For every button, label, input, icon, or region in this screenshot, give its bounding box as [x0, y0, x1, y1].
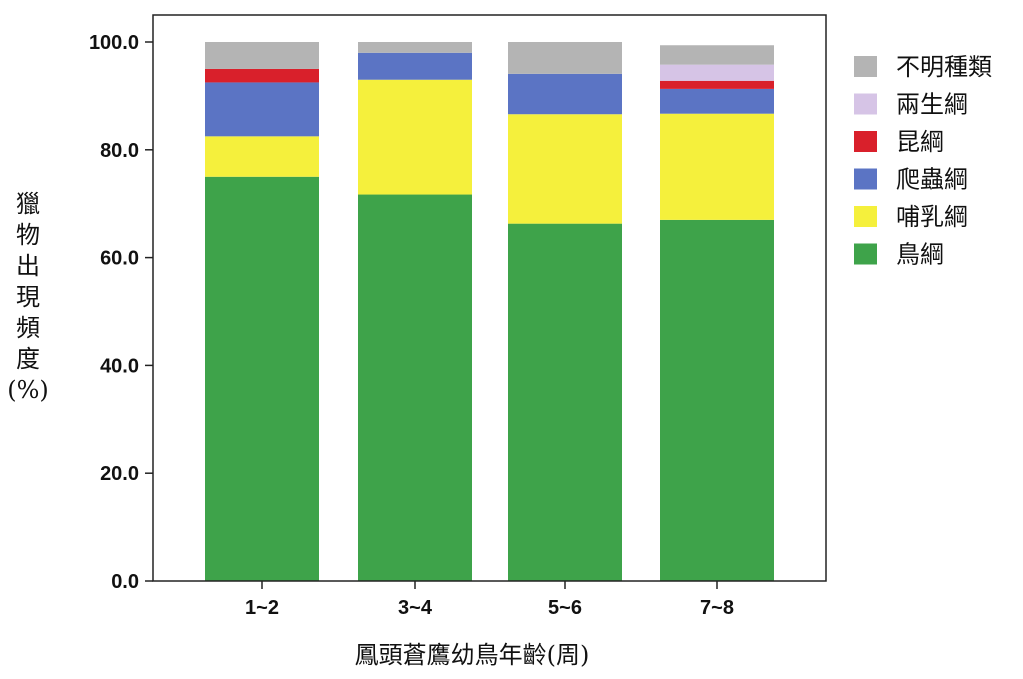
bar-segment-7~8-兩生綱 [660, 64, 774, 81]
y-tick-label: 100.0 [89, 32, 139, 54]
bar-segment-1~2-不明種類 [205, 42, 319, 69]
legend-label: 不明種類 [896, 53, 992, 81]
y-axis-title-char: 現 [16, 283, 40, 311]
legend-swatch [854, 206, 877, 227]
bar-segment-7~8-爬蟲綱 [660, 88, 774, 114]
x-axis-ticks: 1~2 3~4 5~6 7~8 [245, 581, 734, 619]
bar-segment-7~8-昆綱 [660, 80, 774, 89]
y-tick-label: 60.0 [100, 248, 139, 270]
legend-swatch [854, 56, 877, 77]
bar-segment-1~2-鳥綱 [205, 176, 319, 581]
y-tick-label: 0.0 [111, 571, 139, 593]
legend-swatch [854, 243, 877, 265]
legend-swatch [854, 131, 877, 152]
bar-segment-5~6-哺乳綱 [508, 114, 622, 224]
y-axis-ticks: 0.0 20.0 40.0 60.0 80.0 100.0 [89, 32, 153, 593]
bar-segment-1~2-昆綱 [205, 68, 319, 83]
y-tick-label: 80.0 [100, 140, 139, 162]
x-tick-label: 3~4 [398, 597, 433, 619]
bar-segment-5~6-鳥綱 [508, 223, 622, 581]
legend-label: 昆綱 [896, 128, 944, 156]
bar-segment-1~2-哺乳綱 [205, 136, 319, 177]
x-tick-label: 7~8 [700, 597, 734, 619]
legend-label: 哺乳綱 [896, 203, 968, 231]
y-tick-label: 40.0 [100, 355, 139, 377]
legend-swatch [854, 168, 877, 190]
y-axis-title-char: 頻 [16, 314, 40, 342]
bar-segment-1~2-爬蟲綱 [205, 82, 319, 137]
bar-segment-7~8-不明種類 [660, 45, 774, 65]
legend-swatch [854, 93, 877, 115]
axes-layer [152, 14, 827, 582]
y-axis-title-char: 出 [16, 252, 40, 280]
x-axis-title: 鳳頭蒼鷹幼鳥年齡(周) [355, 641, 590, 669]
plot-frame [152, 14, 827, 582]
y-tick-label: 20.0 [100, 463, 139, 485]
bar-segment-7~8-鳥綱 [660, 219, 774, 581]
bar-segment-5~6-爬蟲綱 [508, 73, 622, 115]
y-axis-title-char: 獵 [16, 190, 40, 218]
y-axis-title-char: (%) [7, 376, 49, 404]
bars-layer [205, 42, 774, 582]
bar-segment-7~8-哺乳綱 [660, 113, 774, 220]
bar-segment-3~4-哺乳綱 [358, 79, 472, 195]
y-axis-title-char: 物 [16, 221, 40, 249]
legend-label: 鳥綱 [896, 241, 944, 269]
bar-segment-3~4-爬蟲綱 [358, 52, 472, 80]
bar-segment-3~4-不明種類 [358, 42, 472, 53]
x-tick-label: 5~6 [548, 597, 582, 619]
x-tick-label: 1~2 [245, 597, 279, 619]
bar-segment-5~6-不明種類 [508, 42, 622, 74]
legend-label: 爬蟲綱 [896, 166, 968, 194]
legend-label: 兩生綱 [896, 91, 968, 119]
bar-segment-3~4-鳥綱 [358, 194, 472, 582]
y-axis-title-char: 度 [16, 345, 40, 373]
